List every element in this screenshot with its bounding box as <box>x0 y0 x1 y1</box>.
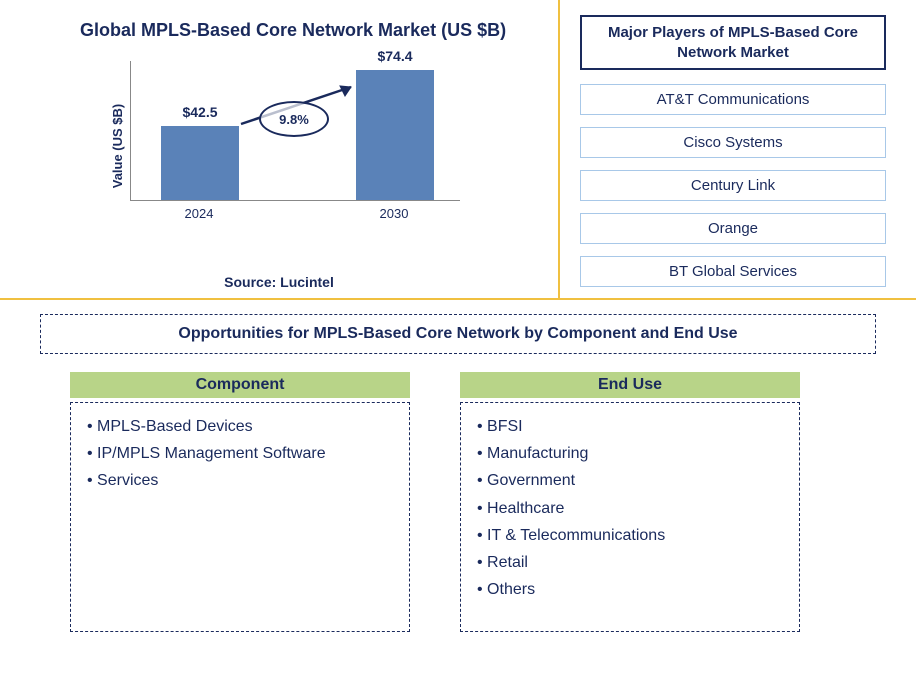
player-item: Cisco Systems <box>580 127 886 158</box>
opportunity-item: • Healthcare <box>477 495 783 522</box>
chart-bar: $74.4 <box>356 70 434 200</box>
bar-value-label: $42.5 <box>161 104 239 120</box>
opportunity-item: • Retail <box>477 549 783 576</box>
opportunity-item: • IT & Telecommunications <box>477 522 783 549</box>
players-panel: Major Players of MPLS-Based Core Network… <box>560 0 916 298</box>
player-item: BT Global Services <box>580 256 886 287</box>
player-item: Orange <box>580 213 886 244</box>
bar-value-label: $74.4 <box>356 48 434 64</box>
opportunities-section: Opportunities for MPLS-Based Core Networ… <box>0 300 916 652</box>
chart-source: Source: Lucintel <box>224 274 334 290</box>
opportunity-column-header: Component <box>70 372 410 398</box>
opportunity-column-body: • MPLS-Based Devices• IP/MPLS Management… <box>70 402 410 632</box>
opportunity-item: • MPLS-Based Devices <box>87 413 393 440</box>
opportunity-item: • Services <box>87 467 393 494</box>
x-tick-label: 2024 <box>160 206 238 221</box>
cagr-label: 9.8% <box>279 112 309 127</box>
player-item: AT&T Communications <box>580 84 886 115</box>
opportunity-item: • BFSI <box>477 413 783 440</box>
top-section: Global MPLS-Based Core Network Market (U… <box>0 0 916 300</box>
opportunity-item: • Government <box>477 467 783 494</box>
cagr-ellipse: 9.8% <box>259 101 329 137</box>
x-tick-label: 2030 <box>355 206 433 221</box>
player-item: Century Link <box>580 170 886 201</box>
players-header: Major Players of MPLS-Based Core Network… <box>580 15 886 70</box>
chart-area: Value (US $B) 9.8% $42.5$74.4 20242030 <box>120 61 480 231</box>
chart-bar: $42.5 <box>161 126 239 200</box>
opportunity-column-body: • BFSI• Manufacturing• Government• Healt… <box>460 402 800 632</box>
opportunity-column: Component • MPLS-Based Devices• IP/MPLS M… <box>70 372 410 632</box>
y-axis-label: Value (US $B) <box>110 104 125 189</box>
opportunity-column-header: End Use <box>460 372 800 398</box>
opportunities-header: Opportunities for MPLS-Based Core Networ… <box>40 314 876 354</box>
chart-panel: Global MPLS-Based Core Network Market (U… <box>0 0 560 298</box>
opportunity-item: • IP/MPLS Management Software <box>87 440 393 467</box>
chart-title: Global MPLS-Based Core Network Market (U… <box>80 20 538 41</box>
chart-plot: 9.8% $42.5 $74.4 <box>130 61 460 201</box>
opportunity-item: • Others <box>477 576 783 603</box>
opportunities-columns: Component • MPLS-Based Devices• IP/MPLS M… <box>40 372 876 632</box>
opportunity-item: • Manufacturing <box>477 440 783 467</box>
opportunity-column: End Use • BFSI• Manufacturing• Government… <box>460 372 800 632</box>
